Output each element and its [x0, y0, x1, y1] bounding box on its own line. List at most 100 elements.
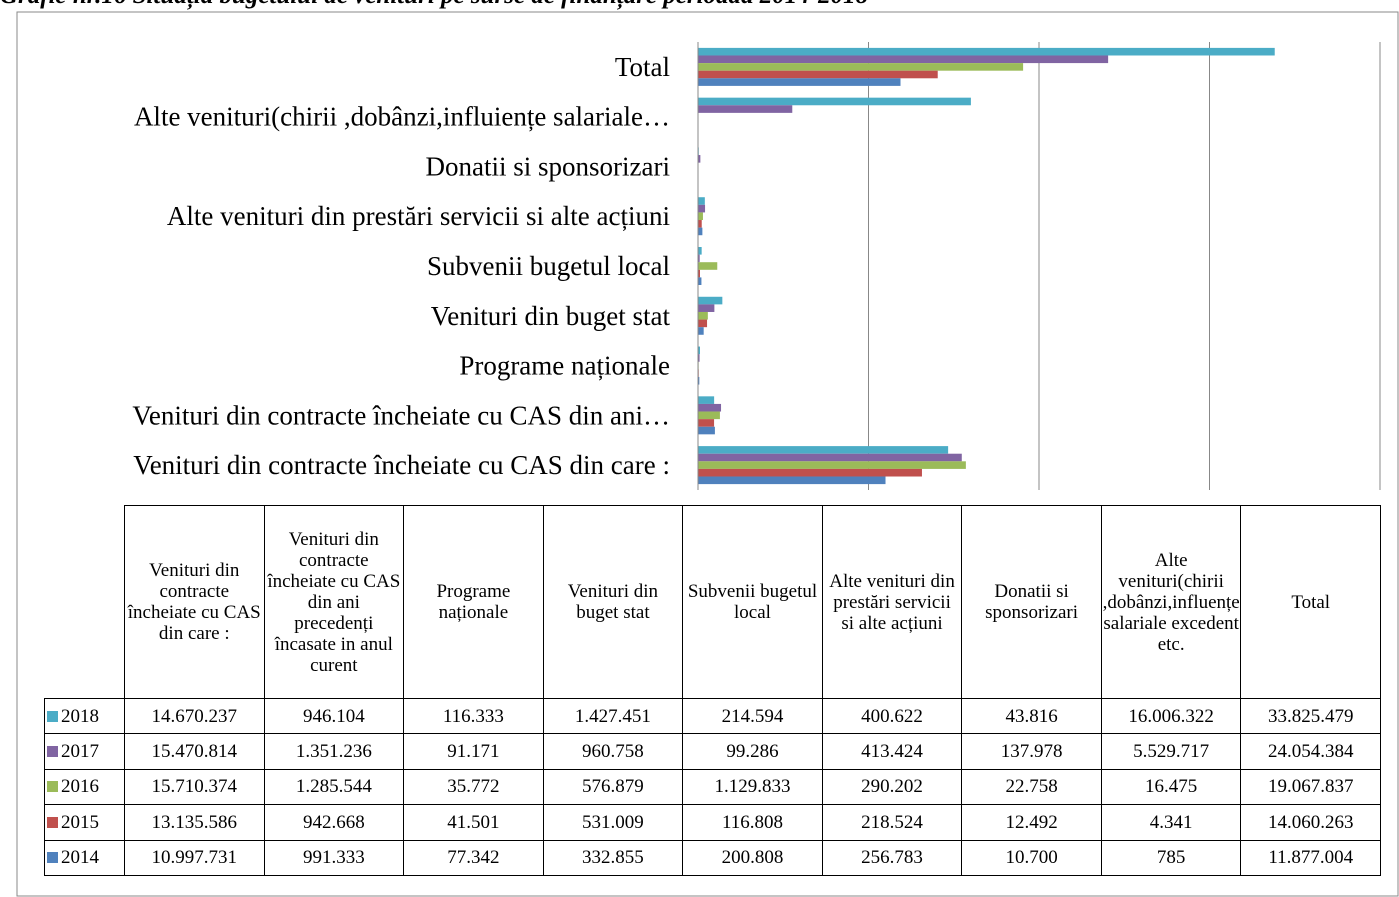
table-value: 1.129.833: [682, 768, 823, 806]
table-value: 10.700: [961, 839, 1102, 876]
table-value: 991.333: [263, 839, 405, 876]
table-value: 99.286: [682, 733, 823, 770]
y-tick-label: Venituri din contracte încheiate cu CAS …: [132, 400, 670, 430]
table-value: 15.710.374: [124, 768, 265, 806]
table-header: Alte venituri din prestări servicii si a…: [821, 505, 963, 699]
legend-cell: 2015: [44, 804, 125, 841]
y-tick-label: Venituri din contracte încheiate cu CAS …: [133, 450, 670, 480]
bar: [698, 411, 720, 420]
table-value: 14.060.263: [1240, 804, 1381, 841]
bar: [698, 468, 922, 477]
legend-swatch: [47, 816, 58, 828]
table-value: 256.783: [821, 839, 963, 876]
table-header: Subvenii bugetul local: [682, 505, 823, 699]
table-value: 413.424: [821, 733, 963, 770]
table-header: Alte venituri(chirii ,dobânzi,influențe …: [1100, 505, 1242, 699]
table-value: 22.758: [961, 768, 1102, 806]
bar: [698, 105, 793, 113]
table-value: 116.808: [682, 804, 823, 841]
table-value: 24.054.384: [1240, 733, 1381, 770]
legend-swatch: [47, 781, 58, 793]
table-value: 200.808: [682, 839, 823, 876]
bar: [698, 227, 703, 236]
table-value: 13.135.586: [124, 804, 265, 841]
legend-swatch: [47, 746, 58, 758]
legend-swatch: [47, 710, 58, 722]
table-value: 11.877.004: [1240, 839, 1381, 876]
legend-label: 2016: [61, 776, 99, 798]
bar: [698, 376, 700, 385]
y-tick-label: Venituri din buget stat: [431, 301, 671, 331]
legend-label: 2018: [61, 705, 99, 727]
bar: [698, 403, 722, 412]
bar: [698, 70, 938, 79]
chart-title: Grafic nr.16 Situația bugetului de venit…: [0, 0, 869, 10]
table-value: 576.879: [542, 768, 684, 806]
bar: [698, 247, 702, 255]
table-value: 4.341: [1100, 804, 1242, 841]
table-value: 15.470.814: [124, 733, 265, 770]
bar: [698, 319, 708, 328]
table-header: Venituri din contracte încheiate cu CAS …: [263, 505, 405, 699]
table-value: 5.529.717: [1100, 733, 1242, 770]
bar: [698, 47, 1275, 56]
table-value: 116.333: [403, 698, 544, 735]
y-tick-label: Donatii si sponsorizari: [426, 151, 670, 181]
y-tick-label: Total: [615, 52, 670, 82]
bar: [698, 197, 705, 205]
bar: [698, 155, 701, 163]
bar: [698, 419, 715, 427]
bar: [698, 446, 949, 454]
bar: [698, 63, 1024, 71]
legend-swatch: [47, 852, 58, 864]
table-value: 19.067.837: [1240, 768, 1381, 806]
table-value: 12.492: [961, 804, 1102, 841]
bar: [698, 296, 723, 305]
bar: [698, 304, 715, 312]
y-tick-label: Programe naționale: [459, 351, 670, 381]
table-value: 1.427.451: [542, 698, 684, 735]
bar: [698, 78, 901, 86]
table-value: 332.855: [542, 839, 684, 876]
bar: [698, 426, 715, 435]
table-value: 35.772: [403, 768, 544, 806]
bar: [698, 220, 702, 228]
bar: [698, 354, 700, 362]
legend-label: 2014: [61, 847, 99, 869]
bar: [698, 396, 715, 404]
table-value: 1.285.544: [263, 768, 405, 806]
table-value: 41.501: [403, 804, 544, 841]
table-value: 290.202: [821, 768, 963, 806]
table-value: 218.524: [821, 804, 963, 841]
table-value: 960.758: [542, 733, 684, 770]
bar: [698, 453, 962, 462]
table-value: 942.668: [263, 804, 405, 841]
table-value: 137.978: [961, 733, 1102, 770]
table-value: 785: [1100, 839, 1242, 876]
bar: [698, 204, 706, 213]
bar: [698, 327, 704, 335]
y-tick-label: Subvenii bugetul local: [427, 251, 670, 281]
y-tick-label: Alte venituri(chirii ,dobânzi,influiențe…: [134, 102, 670, 132]
bar: [698, 55, 1109, 64]
bar: [698, 254, 700, 263]
bar: [698, 97, 971, 106]
legend-label: 2017: [61, 741, 99, 763]
table-value: 1.351.236: [263, 733, 405, 770]
table-value: 16.475: [1100, 768, 1242, 806]
table-value: 946.104: [263, 698, 405, 735]
table-value: 10.997.731: [124, 839, 265, 876]
table-value: 43.816: [961, 698, 1102, 735]
legend-cell: 2018: [44, 698, 125, 735]
bar: [698, 311, 708, 320]
bar: [698, 461, 966, 469]
table-header: Donatii si sponsorizari: [961, 505, 1102, 699]
y-tick-label: Alte venituri din prestări servicii si a…: [167, 201, 670, 231]
legend-cell: 2014: [44, 839, 125, 876]
legend-cell: 2016: [44, 768, 125, 806]
bar: [698, 476, 886, 485]
table-value: 14.670.237: [124, 698, 265, 735]
table-value: 33.825.479: [1240, 698, 1381, 735]
